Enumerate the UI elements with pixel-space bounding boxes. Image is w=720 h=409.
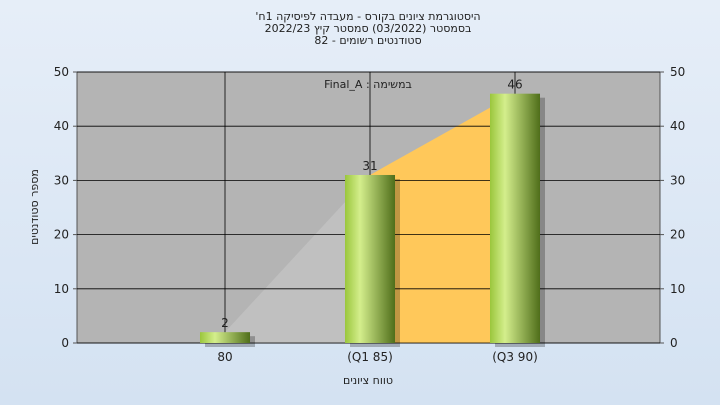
bar (490, 93, 540, 344)
y2-tick-label: 50 (670, 65, 685, 79)
data-label: 46 (507, 78, 522, 92)
title-line: בסמסטר (03/2022) סמסטר קיץ 2022/23 (265, 22, 472, 35)
data-label: 2 (221, 316, 229, 330)
y-tick-label: 10 (54, 282, 69, 296)
x-tick-label: (Q3 90) (492, 350, 538, 364)
y2-tick-label: 20 (670, 228, 685, 242)
bar (200, 332, 250, 343)
y-tick-label: 20 (54, 228, 69, 242)
x-axis-label: טווח ציונים (343, 374, 393, 387)
title-line: היסטוגרמת ציונים בקורס - מעבדה לפיסיקה 1… (255, 10, 480, 23)
y2-tick-label: 30 (670, 173, 685, 187)
y2-tick-label: 10 (670, 282, 685, 296)
y2-tick-label: 40 (670, 119, 685, 133)
y-tick-label: 30 (54, 173, 69, 187)
area (370, 93, 515, 344)
bar (345, 174, 395, 343)
x-tick-label: (Q1 85) (347, 350, 393, 364)
area (225, 174, 370, 343)
x-tick-label: 80 (217, 350, 232, 364)
y-tick-label: 40 (54, 119, 69, 133)
title-line: סטודנטים רשומים - 82 (314, 34, 421, 47)
y2-tick-label: 0 (670, 336, 678, 350)
y-axis-label: מספר סטודנטים (28, 169, 41, 245)
annotation: במשימה : Final_A (324, 78, 412, 91)
data-label: 31 (362, 159, 377, 173)
y-tick-label: 50 (54, 65, 69, 79)
y-tick-label: 0 (61, 336, 69, 350)
